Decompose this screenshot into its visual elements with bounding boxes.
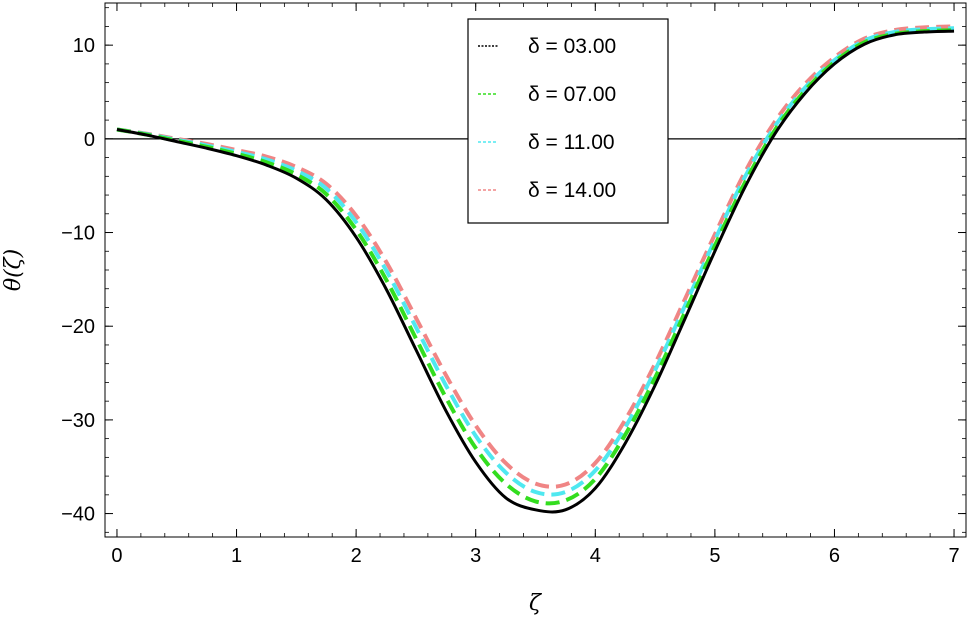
x-axis-title: ζ (529, 591, 543, 616)
y-tick-label: −40 (61, 504, 95, 526)
x-tick-label: 2 (351, 545, 362, 567)
legend-label-1: δ = 03.00 (528, 35, 616, 58)
x-tick-label: 1 (231, 545, 242, 567)
series-line-1 (116, 29, 955, 514)
legend: δ = 03.00 δ = 07.00 δ = 11.00 δ = 14.00 (467, 18, 669, 224)
legend-label-2: δ = 07.00 (528, 83, 616, 106)
x-tick-label: 4 (590, 545, 601, 567)
series-layer (116, 24, 955, 514)
y-axis-title: θ(ζ) (1, 249, 26, 291)
x-tick-label: 0 (111, 545, 122, 567)
x-tick-label: 6 (829, 545, 840, 567)
y-tick-label: −10 (61, 223, 95, 245)
y-tick-label: 0 (84, 129, 95, 151)
x-tick-label: 5 (709, 545, 720, 567)
x-tick-label: 7 (948, 545, 959, 567)
legend-box (467, 18, 669, 224)
y-tick-label: 10 (73, 35, 95, 57)
y-tick-label: −20 (61, 316, 95, 338)
legend-label-3: δ = 11.00 (528, 131, 615, 154)
legend-label-4: δ = 14.00 (528, 179, 616, 202)
ticks-layer: 0 1 2 3 4 5 6 7 10 0 −10 −20 −30 −40 (61, 3, 966, 567)
x-tick-label: 3 (470, 545, 481, 567)
series-line-4 (116, 24, 955, 489)
y-tick-label: −30 (61, 410, 95, 432)
series-line-2 (116, 28, 955, 506)
